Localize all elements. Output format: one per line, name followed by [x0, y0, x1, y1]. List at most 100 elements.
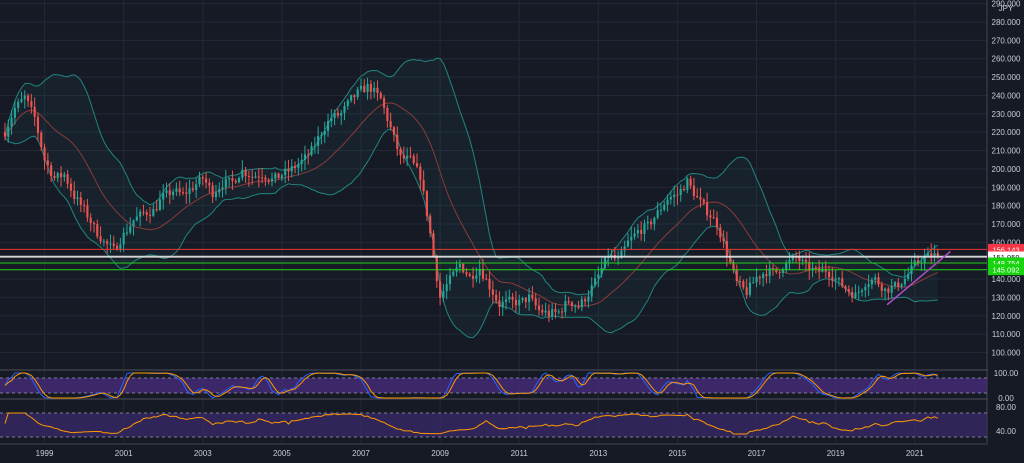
candle-body[interactable]	[877, 277, 880, 285]
candle-body[interactable]	[649, 221, 653, 225]
candle-body[interactable]	[56, 173, 59, 178]
candle-body[interactable]	[155, 209, 158, 211]
stoch-rsi-pane[interactable]	[0, 372, 987, 399]
candle-body[interactable]	[485, 278, 488, 280]
candle-body[interactable]	[814, 267, 817, 269]
candle-body[interactable]	[257, 176, 260, 178]
candle-body[interactable]	[307, 154, 310, 156]
candle-body[interactable]	[636, 230, 639, 234]
candle-body[interactable]	[297, 164, 300, 168]
candle-body[interactable]	[676, 194, 679, 196]
candle-body[interactable]	[504, 299, 508, 302]
candle-body[interactable]	[860, 290, 864, 292]
candle-body[interactable]	[162, 192, 165, 200]
candle-body[interactable]	[379, 93, 382, 99]
candle-body[interactable]	[185, 192, 188, 194]
candle-body[interactable]	[887, 288, 890, 293]
candle-body[interactable]	[188, 188, 191, 194]
candle-body[interactable]	[369, 84, 372, 92]
candle-body[interactable]	[656, 210, 659, 218]
candle-body[interactable]	[152, 209, 155, 216]
candle-body[interactable]	[462, 263, 465, 273]
candle-body[interactable]	[201, 177, 204, 179]
candle-body[interactable]	[23, 95, 26, 100]
candle-body[interactable]	[916, 260, 920, 263]
candle-body[interactable]	[518, 300, 521, 306]
candle-body[interactable]	[791, 256, 794, 260]
candle-body[interactable]	[300, 160, 303, 165]
candle-body[interactable]	[79, 197, 82, 205]
candle-body[interactable]	[323, 130, 326, 135]
candle-body[interactable]	[267, 179, 270, 182]
candle-body[interactable]	[247, 175, 250, 177]
candle-body[interactable]	[584, 299, 587, 302]
candle-body[interactable]	[214, 192, 218, 198]
candle-body[interactable]	[439, 281, 442, 298]
candle-body[interactable]	[254, 176, 257, 178]
candle-body[interactable]	[129, 226, 132, 233]
candle-body[interactable]	[280, 175, 283, 178]
candle-body[interactable]	[412, 155, 415, 164]
candle-body[interactable]	[798, 256, 801, 261]
candle-body[interactable]	[330, 118, 333, 122]
candle-body[interactable]	[293, 166, 297, 168]
candle-body[interactable]	[933, 253, 936, 258]
candle-body[interactable]	[748, 282, 752, 295]
candle-body[interactable]	[762, 274, 765, 279]
candle-body[interactable]	[834, 278, 837, 281]
candle-body[interactable]	[600, 267, 603, 275]
candle-body[interactable]	[261, 177, 264, 179]
candle-body[interactable]	[827, 271, 831, 278]
candle-body[interactable]	[884, 288, 887, 291]
candle-body[interactable]	[422, 180, 425, 192]
candle-body[interactable]	[617, 257, 620, 259]
candle-body[interactable]	[382, 98, 386, 108]
candle-body[interactable]	[442, 291, 445, 298]
candle-body[interactable]	[669, 197, 672, 200]
candle-body[interactable]	[244, 169, 247, 176]
candle-body[interactable]	[165, 190, 168, 193]
candle-body[interactable]	[435, 256, 438, 282]
candle-body[interactable]	[208, 182, 211, 186]
candle-body[interactable]	[69, 183, 72, 191]
candle-body[interactable]	[389, 121, 392, 128]
candle-body[interactable]	[310, 146, 313, 155]
candle-body[interactable]	[593, 278, 597, 286]
candle-body[interactable]	[926, 253, 930, 256]
candle-body[interactable]	[33, 106, 36, 117]
horizontal-levels[interactable]	[0, 248, 987, 271]
candle-body[interactable]	[696, 196, 699, 198]
candle-body[interactable]	[511, 296, 514, 300]
candle-body[interactable]	[359, 85, 363, 90]
candle-body[interactable]	[112, 243, 115, 246]
trendline[interactable]	[886, 250, 951, 306]
candle-body[interactable]	[653, 217, 656, 225]
candle-body[interactable]	[897, 282, 900, 288]
candle-body[interactable]	[27, 95, 30, 102]
candle-body[interactable]	[870, 279, 873, 285]
candle-body[interactable]	[425, 191, 428, 216]
candle-body[interactable]	[702, 199, 705, 203]
candle-body[interactable]	[893, 282, 897, 286]
candle-body[interactable]	[63, 174, 66, 178]
candle-body[interactable]	[557, 311, 560, 313]
candle-body[interactable]	[735, 269, 738, 281]
support-trendline[interactable]	[886, 250, 951, 306]
candle-body[interactable]	[719, 227, 722, 238]
candle-body[interactable]	[343, 105, 346, 114]
candle-body[interactable]	[781, 270, 784, 274]
candle-body[interactable]	[251, 176, 254, 178]
candle-body[interactable]	[706, 202, 709, 216]
candle-body[interactable]	[168, 190, 171, 196]
candle-body[interactable]	[53, 176, 56, 178]
candle-body[interactable]	[673, 194, 676, 198]
candle-body[interactable]	[465, 272, 468, 275]
candle-body[interactable]	[488, 278, 491, 290]
candle-body[interactable]	[699, 197, 702, 200]
candle-body[interactable]	[864, 286, 867, 291]
candle-body[interactable]	[524, 298, 527, 303]
candle-body[interactable]	[560, 311, 564, 313]
candle-body[interactable]	[432, 233, 435, 257]
candle-body[interactable]	[409, 155, 412, 157]
candle-body[interactable]	[574, 305, 577, 307]
